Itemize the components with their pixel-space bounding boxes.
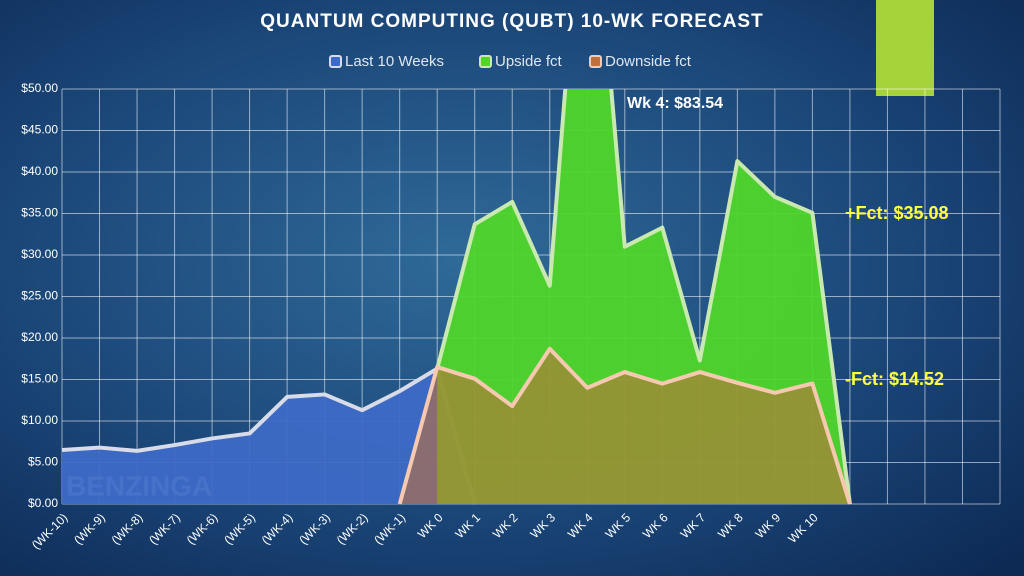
area bbox=[399, 348, 850, 504]
decor-block bbox=[876, 0, 934, 96]
y-tick-label: $0.00 bbox=[28, 496, 58, 510]
y-tick-label: $10.00 bbox=[21, 413, 58, 427]
legend-label: Upside fct bbox=[495, 53, 563, 70]
annotation: Wk 4: $83.54 bbox=[627, 95, 723, 112]
y-tick-label: $30.00 bbox=[21, 247, 58, 261]
y-tick-label: $45.00 bbox=[21, 123, 58, 137]
plot-area bbox=[61, 89, 852, 505]
y-tick-label: $5.00 bbox=[28, 455, 58, 469]
y-tick-label: $25.00 bbox=[21, 289, 58, 303]
y-tick-label: $50.00 bbox=[21, 81, 58, 95]
area bbox=[62, 368, 475, 504]
annotation: -Fct: $14.52 bbox=[845, 369, 944, 389]
y-tick-label: $35.00 bbox=[21, 206, 58, 220]
legend-swatch bbox=[589, 55, 602, 68]
line bbox=[435, 89, 852, 505]
legend-swatch bbox=[329, 55, 342, 68]
line bbox=[61, 366, 477, 505]
y-tick-label: $40.00 bbox=[21, 164, 58, 178]
y-tick-label: $20.00 bbox=[21, 330, 58, 344]
legend-label: Last 10 Weeks bbox=[345, 53, 444, 70]
y-tick-label: $15.00 bbox=[21, 372, 58, 386]
legend-label: Downside fct bbox=[605, 53, 692, 70]
chart-title: QUANTUM COMPUTING (QUBT) 10-WK FORECAST bbox=[260, 11, 763, 32]
line bbox=[397, 346, 852, 505]
annotation: +Fct: $35.08 bbox=[845, 203, 949, 223]
legend-swatch bbox=[479, 55, 492, 68]
